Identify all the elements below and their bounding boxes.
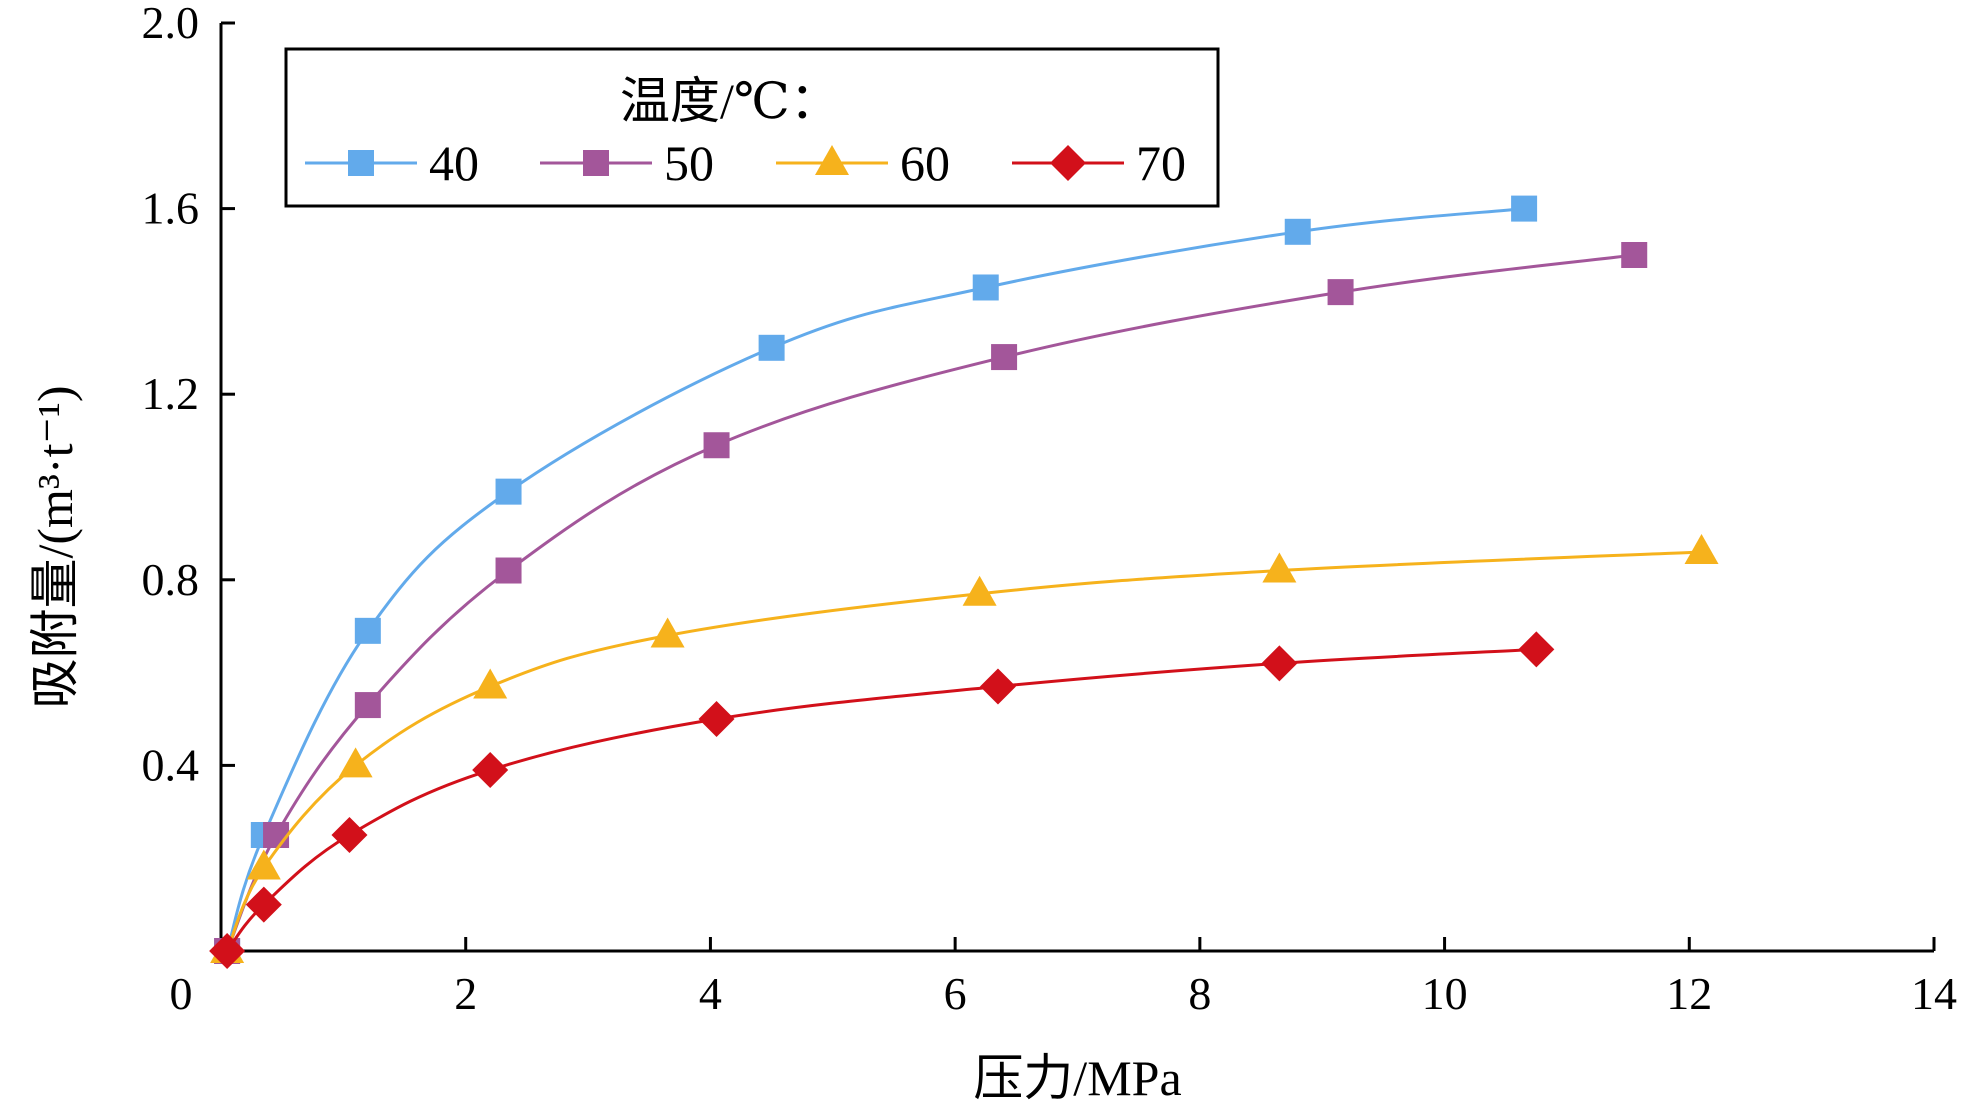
data-point-60 [962,575,997,606]
series-line-60 [225,550,1702,952]
plot-series [209,195,1719,969]
x-tick-label: 8 [1188,968,1211,1019]
data-point-50 [263,822,290,848]
legend-title: 温度/℃： [620,73,840,129]
series-line-50 [225,253,1635,952]
data-point-40 [972,274,999,301]
y-axis-title: 吸附量/(m³·t⁻¹) [27,386,83,709]
data-point-60 [473,668,508,699]
y-ticks: 0.4 0.8 1.2 1.6 2.0 [142,0,235,790]
data-point-60 [1262,552,1297,583]
legend-label: 40 [429,135,479,191]
series-50 [214,242,1648,964]
x-ticks: 0 2 4 6 8 10 12 14 [170,937,1957,1019]
x-tick-label: 10 [1422,968,1468,1019]
legend-swatch-marker [348,150,374,176]
data-point-50 [1621,242,1648,268]
legend-item-70: 70 [1012,135,1186,191]
data-point-40 [758,334,785,361]
data-point-40 [354,617,381,644]
data-point-70 [1518,631,1555,668]
y-tick-label: 0.8 [142,554,200,605]
data-point-70 [331,817,368,853]
data-point-60 [338,747,373,778]
data-point-70 [209,933,246,969]
data-point-50 [495,557,522,584]
data-point-70 [698,701,735,737]
series-line-70 [225,647,1537,952]
legend-item-50: 50 [540,135,714,191]
legend-swatch-marker [1050,145,1086,181]
y-tick-label: 1.6 [142,183,200,234]
x-tick-label: 6 [944,968,967,1019]
legend-item-60: 60 [776,135,950,191]
legend-box [284,47,1220,208]
legend-label: 70 [1136,135,1186,191]
x-tick-label: 0 [170,968,193,1019]
data-point-50 [991,344,1018,371]
x-tick-label: 14 [1911,968,1957,1019]
legend-items: 40 50 60 70 [305,135,1186,191]
data-point-50 [1327,279,1354,306]
axes: 0.4 0.8 1.2 1.6 2.0 0 2 4 6 8 10 12 14 压力/MPa 吸附量/(… [27,0,1957,1106]
legend-label: 60 [900,135,950,191]
legend-swatch-marker [583,150,609,176]
data-point-60 [246,849,281,880]
legend-item-40: 40 [305,135,479,191]
series-line-40 [225,207,1525,952]
y-tick-label: 0.4 [142,739,200,790]
data-point-40 [1284,218,1311,245]
data-point-70 [979,668,1016,705]
legend: 温度/℃： 40 50 60 70 [284,47,1220,208]
data-point-70 [1261,645,1298,682]
x-tick-label: 12 [1666,968,1712,1019]
data-point-50 [703,432,730,459]
legend-swatch-marker [815,145,849,175]
series-40 [214,195,1538,964]
series-60 [210,533,1719,963]
y-tick-label: 1.2 [142,368,200,419]
data-point-60 [650,617,685,648]
series-70 [209,631,1555,969]
data-point-60 [1684,533,1719,564]
data-point-70 [245,886,282,923]
y-tick-label: 2.0 [142,0,200,48]
data-point-50 [354,692,381,719]
legend-label: 50 [664,135,714,191]
x-tick-label: 2 [454,968,477,1019]
data-point-70 [472,752,509,789]
x-tick-label: 4 [699,968,722,1019]
data-point-40 [1511,195,1538,222]
data-point-40 [495,478,522,505]
x-axis-title: 压力/MPa [973,1050,1181,1106]
